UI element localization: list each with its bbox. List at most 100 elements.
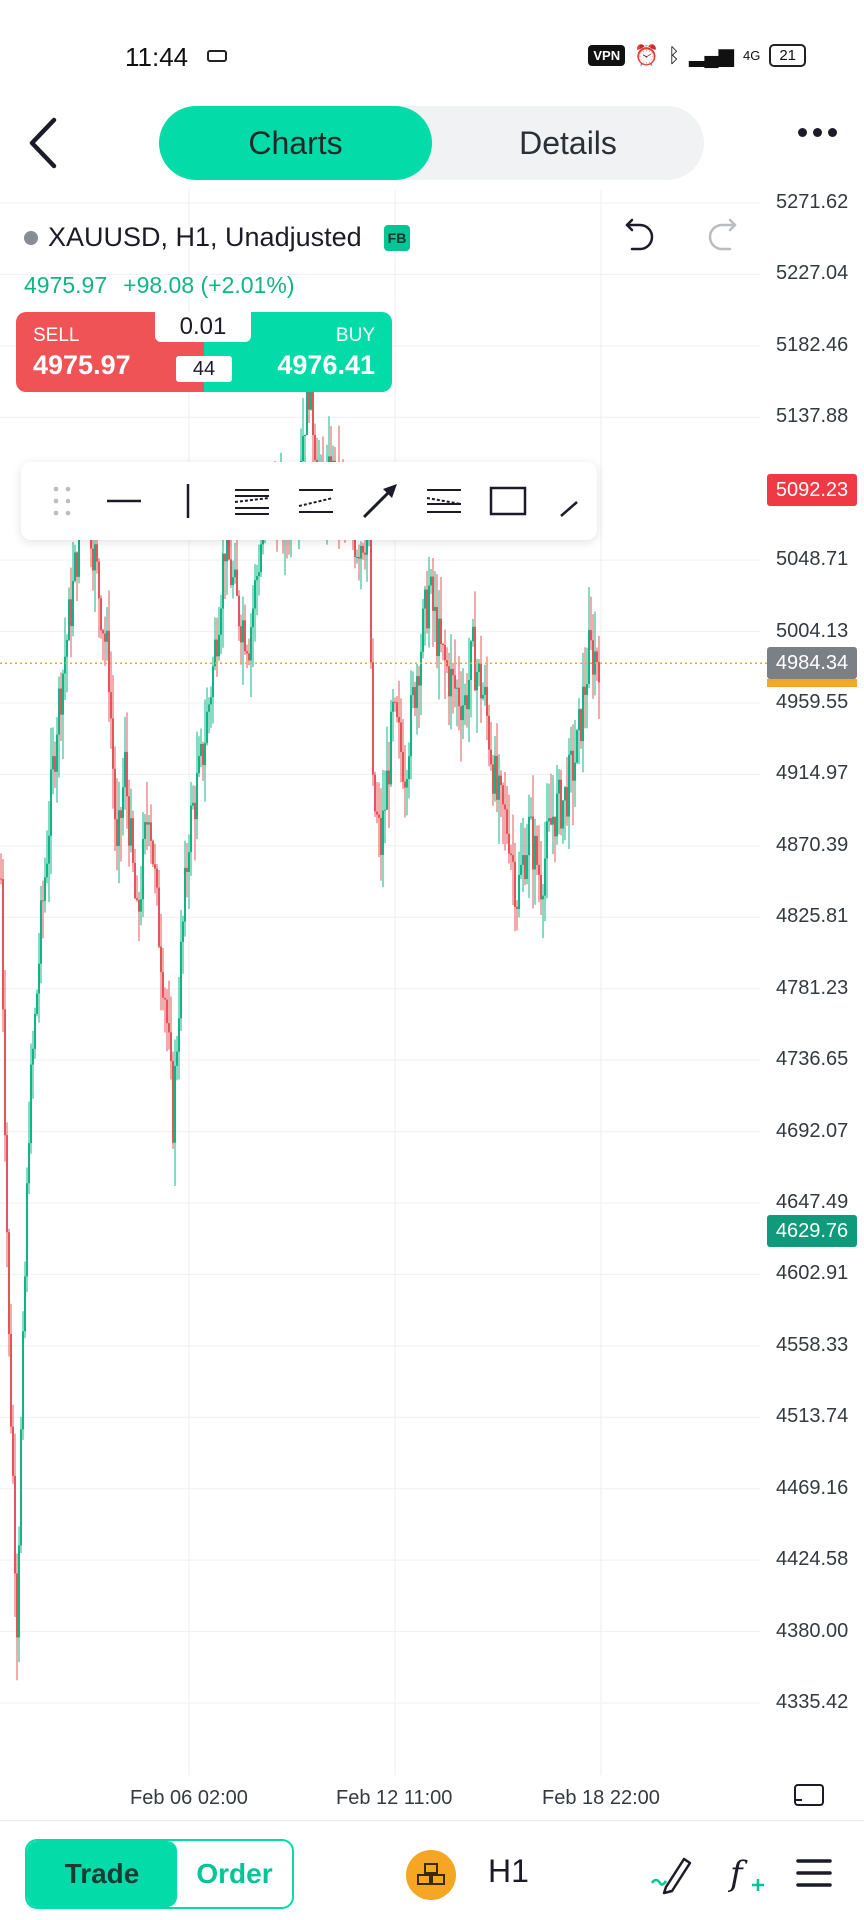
parallel-channel-tool-icon[interactable] — [231, 480, 273, 522]
candle — [224, 553, 226, 600]
alarm-icon: ⏰ — [634, 44, 660, 67]
sell-button[interactable]: SELL 4975.97 — [16, 312, 204, 392]
fb-badge: FB — [383, 224, 411, 251]
timeframe-selector[interactable]: H1 — [488, 1853, 529, 1889]
candle — [56, 717, 58, 803]
y-axis-label: 4959.55 — [776, 691, 849, 713]
undo-icon — [625, 218, 654, 251]
candle — [468, 637, 470, 743]
y-axis-label: 5137.88 — [776, 405, 849, 428]
candle — [70, 567, 72, 658]
trade-button[interactable]: Trade — [27, 1841, 177, 1907]
order-button[interactable]: Order — [196, 1858, 273, 1889]
candle — [4, 970, 6, 1162]
undo-button[interactable] — [624, 218, 656, 258]
lot-size-input[interactable]: 0.01 — [155, 312, 251, 342]
candle — [138, 891, 140, 942]
candle — [558, 769, 560, 835]
price-tag-red: 5092.23 — [767, 474, 857, 507]
candle — [418, 665, 420, 728]
candle — [184, 840, 186, 937]
candle — [572, 724, 574, 826]
candle — [442, 642, 444, 661]
arrow-tool-icon[interactable] — [359, 480, 401, 522]
candle — [432, 557, 434, 647]
candle — [576, 728, 578, 764]
horizontal-line-tool-icon[interactable] — [103, 480, 145, 522]
y-axis-label: 5048.71 — [776, 548, 849, 571]
symbol-header[interactable]: XAUUSD, H1, Unadjusted FB — [24, 222, 411, 253]
candle — [252, 585, 254, 668]
chart-area[interactable]: 5271.62 5227.04 5182.46 5137.88 5048.71 5004.… — [0, 190, 864, 1795]
candle — [512, 814, 514, 906]
candle — [16, 1553, 18, 1681]
candle — [404, 745, 406, 818]
candle — [110, 651, 112, 749]
candle — [426, 570, 428, 634]
candle — [564, 786, 566, 841]
gold-bars-icon[interactable] — [406, 1850, 456, 1900]
trend-line-tool-icon[interactable] — [551, 480, 593, 522]
y-axis-label: 4914.97 — [776, 762, 849, 785]
candle — [570, 726, 572, 793]
tab-charts[interactable]: Charts — [159, 106, 432, 180]
candle — [114, 746, 116, 851]
chart-layout-button[interactable] — [793, 1782, 825, 1808]
y-axis-label: 4736.65 — [776, 1048, 849, 1071]
candle — [122, 757, 124, 836]
candle — [214, 617, 216, 671]
fibonacci-fan-tool-icon[interactable] — [423, 480, 465, 522]
candle — [12, 1404, 14, 1484]
candle — [434, 571, 436, 642]
candle — [256, 564, 258, 616]
candle — [380, 788, 382, 881]
candle — [494, 735, 496, 802]
one-click-trade: SELL 4975.97 BUY 4976.41 0.01 44 — [16, 312, 392, 392]
candle — [488, 704, 490, 767]
candle — [392, 689, 394, 742]
drawing-pen-icon[interactable] — [650, 1851, 694, 1895]
candle — [168, 980, 170, 1050]
candle — [582, 652, 584, 773]
candle — [234, 542, 236, 584]
y-axis-label: 4870.39 — [776, 833, 849, 856]
indicators-icon[interactable]: f — [726, 1851, 770, 1895]
candle — [126, 712, 128, 829]
candle — [124, 716, 126, 810]
candle — [154, 843, 156, 894]
candle — [2, 859, 4, 1033]
candle — [202, 741, 204, 781]
price-tag-grey: 4984.34 — [767, 647, 857, 680]
candle — [450, 634, 452, 730]
candle — [390, 699, 392, 787]
candle — [230, 531, 232, 588]
candle — [452, 662, 454, 714]
vertical-line-tool-icon[interactable] — [167, 480, 209, 522]
candle — [112, 674, 114, 809]
menu-icon[interactable] — [792, 1851, 836, 1895]
y-axis-label: 5271.62 — [776, 191, 849, 213]
fibonacci-retracement-tool-icon[interactable] — [295, 480, 337, 522]
drag-handle-icon[interactable] — [41, 480, 83, 522]
chart-grid — [0, 190, 760, 1775]
candle — [456, 679, 458, 727]
candle — [144, 814, 146, 855]
redo-button[interactable] — [706, 218, 738, 258]
back-button[interactable] — [24, 116, 68, 170]
candle — [578, 698, 580, 765]
candle — [62, 669, 64, 760]
candle — [34, 1007, 36, 1059]
candle — [596, 647, 598, 681]
candle — [42, 880, 44, 939]
more-options-button[interactable] — [798, 128, 837, 137]
price-chart[interactable] — [0, 190, 864, 1795]
drawing-toolbar — [21, 462, 597, 540]
rectangle-tool-icon[interactable] — [487, 480, 529, 522]
candle — [302, 398, 304, 466]
candle — [162, 948, 164, 1011]
candle — [410, 670, 412, 780]
tab-details[interactable]: Details — [519, 124, 617, 161]
candle — [534, 818, 536, 905]
candle — [242, 596, 244, 685]
svg-text:f: f — [727, 1854, 748, 1894]
